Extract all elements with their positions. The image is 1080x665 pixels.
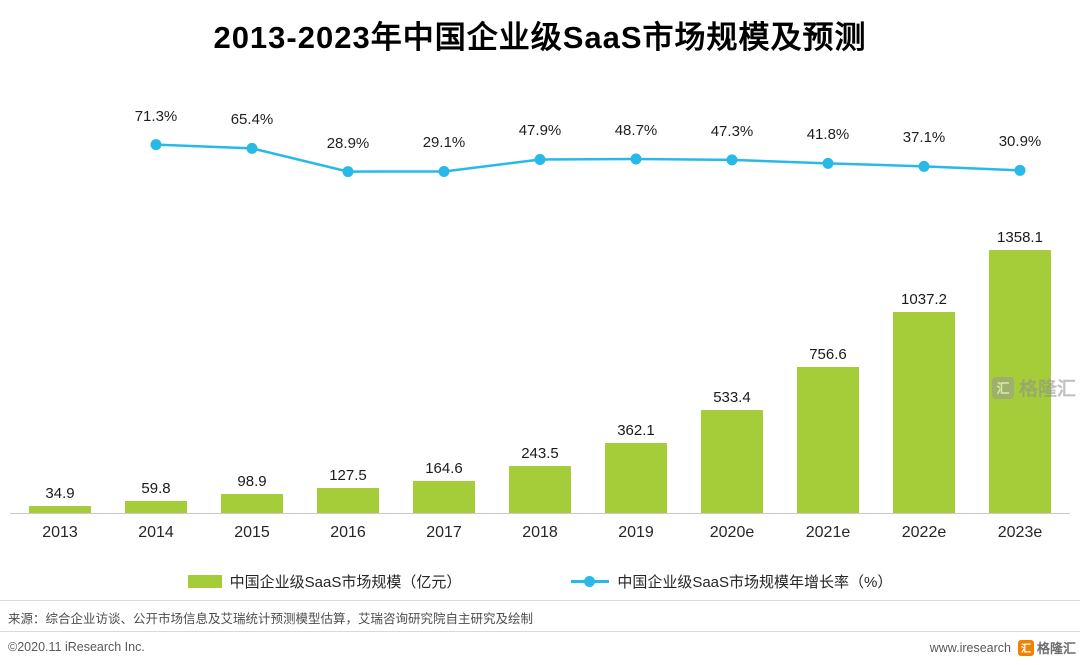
x-axis-line bbox=[10, 513, 1070, 514]
bar-value-label-2016: 127.5 bbox=[329, 467, 367, 485]
x-axis-label-2018: 2018 bbox=[522, 524, 558, 541]
growth-rate-label-2015: 65.4% bbox=[230, 111, 274, 129]
watermark-text: 格隆汇 bbox=[1036, 641, 1076, 656]
growth-rate-label-2023e: 30.9% bbox=[998, 133, 1042, 151]
bar-value-label-2013: 34.9 bbox=[45, 485, 75, 503]
bar-2014 bbox=[125, 501, 187, 513]
x-axis-label-2021e: 2021e bbox=[805, 524, 851, 541]
footer-right: www.iresearch 汇 格隆汇 bbox=[930, 638, 1076, 657]
x-axis-label-2016: 2016 bbox=[330, 524, 366, 541]
growth-rate-label-2021e: 41.8% bbox=[806, 126, 850, 144]
growth-rate-label-2014: 71.3% bbox=[134, 107, 178, 125]
bar-value-label-2019: 362.1 bbox=[617, 421, 655, 439]
growth-rate-label-2018: 47.9% bbox=[518, 122, 562, 140]
legend: 中国企业级SaaS市场规模（亿元） 中国企业级SaaS市场规模年增长率（%） bbox=[0, 571, 1080, 592]
x-axis-label-2013: 2013 bbox=[42, 524, 78, 541]
line-legend-label: 中国企业级SaaS市场规模年增长率（%） bbox=[617, 574, 893, 591]
watermark-gelonghui-footer: 汇 格隆汇 bbox=[1017, 638, 1076, 657]
x-axis-label-2017: 2017 bbox=[426, 524, 462, 541]
growth-rate-label-2020e: 47.3% bbox=[710, 122, 754, 140]
bar-2017 bbox=[413, 481, 475, 513]
divider-line-bottom bbox=[0, 631, 1080, 632]
bar-2013 bbox=[29, 506, 91, 513]
line-legend-marker-icon bbox=[571, 575, 610, 588]
x-axis-label-2023e: 2023e bbox=[997, 524, 1043, 541]
gelonghui-logo-icon: 汇 bbox=[1017, 639, 1034, 656]
bar-2021e bbox=[797, 366, 859, 513]
x-axis-label-2014: 2014 bbox=[138, 524, 174, 541]
website-url: www.iresearch bbox=[929, 640, 1011, 655]
bar-value-label-2020e: 533.4 bbox=[713, 388, 751, 406]
copyright-text: ©2020.11 iResearch Inc. bbox=[8, 640, 145, 654]
bar-value-label-2015: 98.9 bbox=[237, 472, 267, 490]
divider-line-top bbox=[0, 600, 1080, 601]
watermark-gelonghui-mid: 汇 格隆汇 bbox=[991, 374, 1076, 401]
bar-2018 bbox=[509, 465, 571, 513]
bar-legend-label: 中国企业级SaaS市场规模（亿元） bbox=[229, 574, 462, 591]
x-axis-label-2019: 2019 bbox=[618, 524, 654, 541]
bar-2022e bbox=[893, 312, 955, 513]
source-note: 来源：综合企业访谈、公开市场信息及艾瑞统计预测模型估算，艾瑞咨询研究院自主研究及… bbox=[8, 612, 534, 626]
growth-rate-label-2016: 28.9% bbox=[326, 134, 370, 152]
growth-rate-label-2017: 29.1% bbox=[422, 134, 466, 152]
line-legend-dot bbox=[584, 576, 596, 587]
bar-value-label-2018: 243.5 bbox=[521, 444, 559, 462]
watermark-text: 格隆汇 bbox=[1018, 379, 1076, 400]
growth-rate-label-2019: 48.7% bbox=[614, 121, 658, 139]
bar-2019 bbox=[605, 442, 667, 513]
legend-item-line: 中国企业级SaaS市场规模年增长率（%） bbox=[571, 571, 892, 592]
legend-item-bar: 中国企业级SaaS市场规模（亿元） bbox=[187, 571, 462, 592]
bar-value-label-2017: 164.6 bbox=[425, 460, 463, 478]
gelonghui-logo-icon: 汇 bbox=[991, 376, 1014, 399]
bar-legend-swatch-icon bbox=[187, 575, 222, 588]
bar-value-label-2022e: 1037.2 bbox=[901, 291, 947, 309]
bar-2016 bbox=[317, 488, 379, 513]
bar-2015 bbox=[221, 493, 283, 513]
bar-value-label-2014: 59.8 bbox=[141, 480, 171, 498]
x-axis-label-2015: 2015 bbox=[234, 524, 270, 541]
bar-value-label-2023e: 1358.1 bbox=[997, 229, 1043, 247]
bar-value-label-2021e: 756.6 bbox=[809, 345, 847, 363]
bar-2020e bbox=[701, 409, 763, 513]
x-axis-label-2022e: 2022e bbox=[901, 524, 947, 541]
chart-title: 2013-2023年中国企业级SaaS市场规模及预测 bbox=[213, 20, 867, 55]
x-axis-label-2020e: 2020e bbox=[709, 524, 755, 541]
growth-rate-label-2022e: 37.1% bbox=[902, 129, 946, 147]
